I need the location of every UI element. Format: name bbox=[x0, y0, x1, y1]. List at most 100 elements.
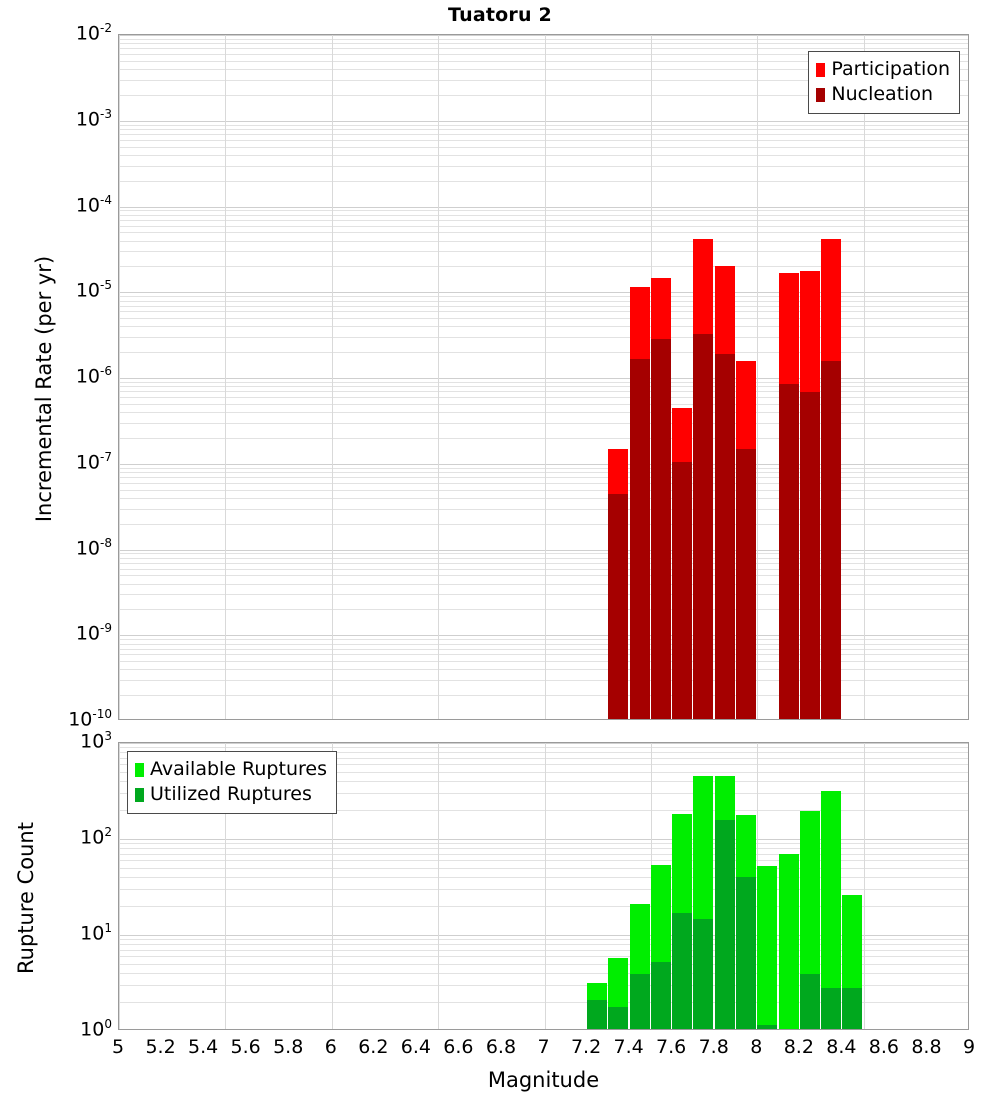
legend-label-participation: Participation bbox=[831, 58, 950, 80]
legend-item-utilized-ruptures: Utilized Ruptures bbox=[135, 782, 327, 807]
legend-item-nucleation: Nucleation bbox=[816, 82, 950, 107]
x-axis-tick-label: 6.2 bbox=[358, 1036, 389, 1058]
x-axis-tick-label: 5.6 bbox=[230, 1036, 261, 1058]
gridline-horizontal bbox=[119, 868, 968, 869]
y-axis-tick-label: 100 bbox=[80, 1017, 112, 1041]
gridline-horizontal bbox=[119, 752, 968, 753]
gridline-horizontal bbox=[119, 609, 968, 610]
gridline-horizontal bbox=[119, 973, 968, 974]
bar bbox=[608, 35, 628, 719]
gridline-horizontal bbox=[119, 584, 968, 585]
gridline-horizontal bbox=[119, 386, 968, 387]
bar-segment-nucleation bbox=[630, 358, 650, 719]
bar-segment-nucleation bbox=[715, 354, 735, 719]
gridline-horizontal bbox=[119, 695, 968, 696]
gridline-horizontal bbox=[119, 378, 968, 379]
bar-segment-nucleation bbox=[736, 449, 756, 719]
gridline-horizontal bbox=[119, 950, 968, 951]
bar-segment-utilized-ruptures bbox=[608, 1006, 628, 1029]
gridline-horizontal bbox=[119, 397, 968, 398]
gridline-horizontal bbox=[119, 848, 968, 849]
gridline-horizontal bbox=[119, 241, 968, 242]
gridline-horizontal bbox=[119, 654, 968, 655]
page-title: Tuatoru 2 bbox=[448, 4, 552, 26]
y-axis-tick-label: 10-9 bbox=[75, 621, 112, 645]
gridline-horizontal bbox=[119, 54, 968, 55]
gridline-horizontal bbox=[119, 575, 968, 576]
gridline-horizontal bbox=[119, 524, 968, 525]
gridline-horizontal bbox=[119, 498, 968, 499]
gridline-horizontal bbox=[119, 292, 968, 293]
bar bbox=[842, 743, 862, 1029]
bar bbox=[821, 743, 841, 1029]
y-axis-tick-label: 10-7 bbox=[75, 449, 112, 474]
bar-segment-nucleation bbox=[651, 339, 671, 719]
bar-segment-available-ruptures bbox=[757, 865, 777, 1029]
x-axis-tick-label: 8.8 bbox=[911, 1036, 942, 1058]
gridline-horizontal bbox=[119, 839, 968, 840]
gridline-horizontal bbox=[119, 747, 968, 748]
gridline-horizontal bbox=[119, 669, 968, 670]
bottom-chart-bars bbox=[119, 743, 968, 1029]
bottom-chart-gridlines bbox=[119, 743, 968, 1029]
bar bbox=[693, 35, 713, 719]
gridline-horizontal bbox=[119, 939, 968, 940]
gridline-horizontal bbox=[119, 483, 968, 484]
gridline-horizontal bbox=[119, 412, 968, 413]
x-axis-tick-label: 7.2 bbox=[570, 1036, 602, 1058]
gridline-horizontal bbox=[119, 553, 968, 554]
bar bbox=[587, 743, 607, 1029]
gridline-horizontal bbox=[119, 125, 968, 126]
bar bbox=[779, 35, 799, 719]
gridline-horizontal bbox=[119, 226, 968, 227]
bar bbox=[672, 743, 692, 1029]
legend-item-participation: Participation bbox=[816, 57, 950, 82]
top-chart-bars bbox=[119, 35, 968, 719]
gridline-horizontal bbox=[119, 155, 968, 156]
gridline-horizontal bbox=[119, 781, 968, 782]
gridline-horizontal bbox=[119, 61, 968, 62]
bar bbox=[523, 743, 543, 1029]
bar-segment-nucleation bbox=[672, 461, 692, 719]
y-axis-tick-label: 10-2 bbox=[75, 21, 112, 45]
bar-segment-utilized-ruptures bbox=[672, 913, 692, 1029]
gridline-horizontal bbox=[119, 464, 968, 465]
y-axis-tick-label: 102 bbox=[80, 825, 112, 849]
incremental-rate-plot: Participation Nucleation bbox=[118, 34, 969, 720]
rupture-count-plot: Available Ruptures Utilized Ruptures bbox=[118, 742, 969, 1030]
bar-segment-utilized-ruptures bbox=[587, 1000, 607, 1029]
x-axis-tick-label: 5.4 bbox=[187, 1036, 219, 1058]
gridline-horizontal bbox=[119, 69, 968, 70]
top-chart-legend[interactable]: Participation Nucleation bbox=[808, 51, 960, 114]
gridline-horizontal bbox=[119, 743, 968, 744]
gridline-horizontal bbox=[119, 301, 968, 302]
available-ruptures-swatch bbox=[135, 762, 144, 777]
gridline-horizontal bbox=[119, 215, 968, 216]
gridline-horizontal bbox=[119, 337, 968, 338]
gridline-vertical bbox=[438, 743, 439, 1029]
bottom-chart-legend[interactable]: Available Ruptures Utilized Ruptures bbox=[127, 751, 337, 814]
legend-label-utilized-ruptures: Utilized Ruptures bbox=[150, 783, 312, 805]
gridline-horizontal bbox=[119, 438, 968, 439]
gridline-horizontal bbox=[119, 563, 968, 564]
participation-swatch bbox=[816, 62, 826, 77]
gridline-horizontal bbox=[119, 311, 968, 312]
gridline-horizontal bbox=[119, 80, 968, 81]
gridline-horizontal bbox=[119, 39, 968, 40]
gridline-vertical bbox=[864, 35, 865, 719]
gridline-horizontal bbox=[119, 810, 968, 811]
gridline-horizontal bbox=[119, 569, 968, 570]
gridline-horizontal bbox=[119, 134, 968, 135]
gridline-horizontal bbox=[119, 352, 968, 353]
gridline-vertical bbox=[332, 35, 333, 719]
gridline-horizontal bbox=[119, 843, 968, 844]
x-axis-tick-label: 6 bbox=[324, 1036, 337, 1058]
bar bbox=[608, 743, 628, 1029]
bar-segment-nucleation bbox=[608, 494, 628, 719]
bar-segment-available-ruptures bbox=[821, 791, 841, 1029]
y-axis-tick-label: 101 bbox=[80, 921, 112, 945]
gridline-horizontal bbox=[119, 964, 968, 965]
gridline-vertical bbox=[545, 35, 546, 719]
bar-segment-utilized-ruptures bbox=[736, 877, 756, 1029]
gridline-horizontal bbox=[119, 758, 968, 759]
